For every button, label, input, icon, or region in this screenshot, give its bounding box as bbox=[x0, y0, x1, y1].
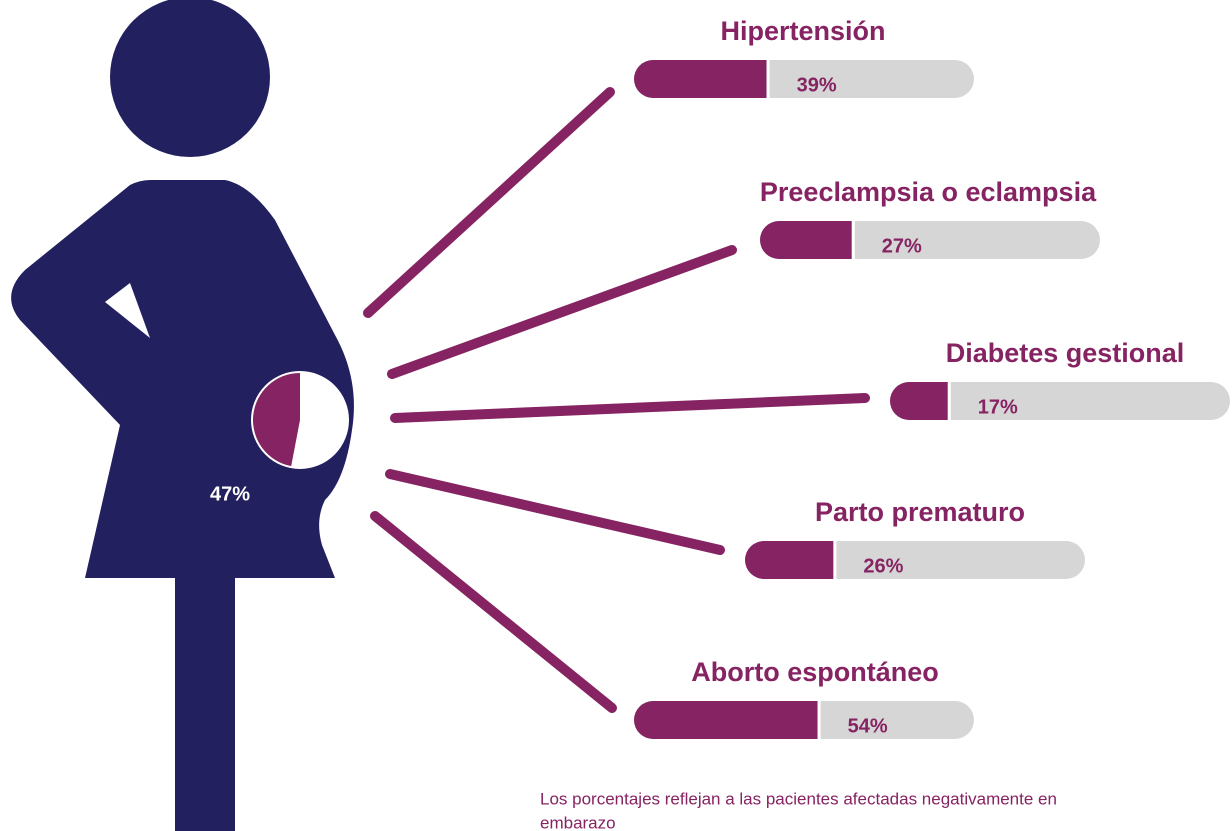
infographic: 47% Hipertensión 39% Preeclampsia o eclamps… bbox=[0, 0, 1232, 831]
category-label: Parto prematuro bbox=[815, 497, 1025, 527]
connector bbox=[390, 474, 720, 550]
page: {"chart_data":[ {"type":"pie","values":[… bbox=[0, 0, 1232, 831]
bar bbox=[634, 60, 767, 98]
category-label: Hipertensión bbox=[720, 16, 885, 46]
bar bbox=[890, 382, 948, 420]
connector bbox=[368, 92, 610, 313]
pie-label: 47% bbox=[210, 483, 250, 505]
value-label: 39% bbox=[797, 74, 837, 96]
bar bbox=[745, 541, 833, 579]
leg bbox=[175, 570, 235, 831]
category-label: Diabetes gestional bbox=[946, 338, 1185, 368]
value-label: 27% bbox=[882, 235, 922, 257]
value-label: 17% bbox=[978, 396, 1018, 418]
category-label: Aborto espontáneo bbox=[691, 657, 939, 687]
bar bbox=[760, 221, 852, 259]
connector bbox=[392, 250, 732, 374]
bar bbox=[634, 701, 818, 739]
head bbox=[110, 0, 270, 157]
footnote: embarazo bbox=[540, 813, 616, 831]
footnote: Los porcentajes reflejan a las pacientes… bbox=[540, 789, 1057, 808]
connector bbox=[395, 398, 865, 418]
category-label: Preeclampsia o eclampsia bbox=[760, 177, 1097, 207]
connector bbox=[375, 516, 612, 708]
value-label: 26% bbox=[863, 555, 903, 577]
value-label: 54% bbox=[848, 715, 888, 737]
